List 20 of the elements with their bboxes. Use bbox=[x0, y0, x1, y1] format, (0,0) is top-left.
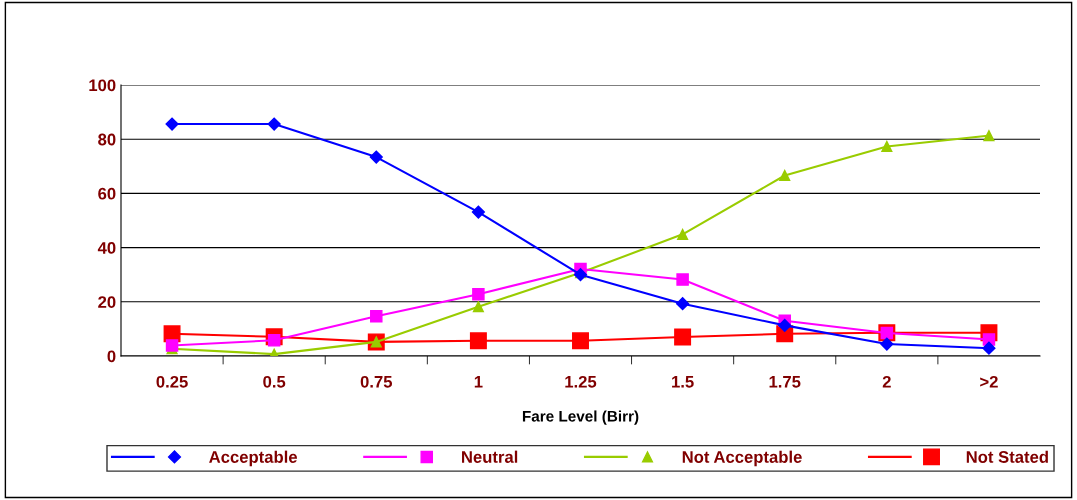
x-tick-label: 0.75 bbox=[360, 375, 393, 388]
legend-label: Neutral bbox=[462, 450, 518, 463]
x-tick-label: 0.5 bbox=[263, 375, 286, 388]
y-tick-label: 20 bbox=[98, 296, 116, 308]
y-tick-label: 0 bbox=[107, 350, 116, 363]
x-tick-label: 1.25 bbox=[565, 375, 597, 388]
y-tick-label: 40 bbox=[97, 242, 116, 254]
y-tick-label: 80 bbox=[98, 133, 116, 146]
legend-label: Not Acceptable bbox=[682, 450, 802, 467]
x-tick-label: 1.5 bbox=[672, 376, 694, 388]
y-tick-label: 100 bbox=[89, 79, 116, 92]
x-tick-label: 1 bbox=[474, 376, 483, 388]
x-axis-title: Fare Level (Birr) bbox=[522, 410, 639, 425]
legend-label: Acceptable bbox=[209, 450, 298, 467]
y-tick-label: 60 bbox=[98, 187, 116, 200]
legend-label: Not Stated bbox=[966, 450, 1048, 463]
x-tick-label: 1.75 bbox=[769, 376, 801, 388]
x-tick-label: 0.25 bbox=[156, 375, 188, 388]
x-tick-label: >2 bbox=[980, 375, 998, 388]
x-tick-label: 2 bbox=[882, 375, 891, 388]
